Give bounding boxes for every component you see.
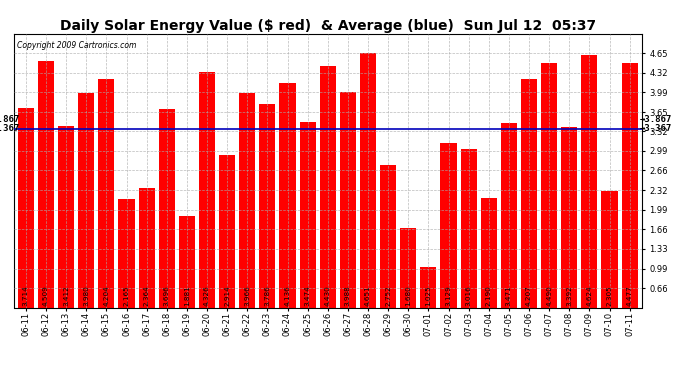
Bar (622, 63, 638, 308)
Bar (440, 143, 457, 308)
Text: 3.786: 3.786 (264, 286, 270, 306)
Bar (360, 53, 376, 307)
Text: →3.867: →3.867 (0, 115, 20, 124)
Bar (139, 188, 155, 308)
Text: 3.696: 3.696 (164, 286, 170, 306)
Bar (259, 104, 275, 308)
Text: 1.680: 1.680 (405, 286, 411, 306)
Bar (602, 191, 618, 308)
Bar (119, 200, 135, 308)
Bar (239, 93, 255, 308)
Bar (199, 72, 215, 308)
Text: 3.966: 3.966 (244, 286, 250, 306)
Bar (461, 149, 477, 308)
Title: Daily Solar Energy Value ($ red)  & Average (blue)  Sun Jul 12  05:37: Daily Solar Energy Value ($ red) & Avera… (60, 19, 595, 33)
Text: 3.988: 3.988 (345, 286, 351, 306)
Bar (38, 62, 54, 308)
Text: →3.367: →3.367 (640, 124, 672, 133)
Text: 4.136: 4.136 (284, 286, 290, 306)
Text: 2.914: 2.914 (224, 286, 230, 306)
Text: 4.624: 4.624 (586, 286, 593, 306)
Text: 2.305: 2.305 (607, 286, 613, 306)
Bar (78, 93, 95, 308)
Text: 2.165: 2.165 (124, 286, 130, 306)
Bar (501, 123, 517, 308)
Text: 2.190: 2.190 (486, 286, 492, 306)
Text: →3.867: →3.867 (640, 115, 672, 124)
Text: 3.474: 3.474 (304, 286, 310, 306)
Bar (581, 55, 598, 308)
Text: 3.412: 3.412 (63, 286, 69, 306)
Text: 4.509: 4.509 (43, 286, 49, 306)
Text: 4.490: 4.490 (546, 286, 552, 306)
Text: 4.430: 4.430 (325, 286, 331, 306)
Text: 4.207: 4.207 (526, 286, 532, 306)
Bar (481, 198, 497, 308)
Bar (541, 63, 558, 308)
Bar (179, 216, 195, 308)
Text: 4.477: 4.477 (627, 286, 633, 306)
Text: 4.204: 4.204 (104, 286, 110, 306)
Text: 3.392: 3.392 (566, 286, 572, 306)
Bar (339, 92, 356, 308)
Bar (219, 155, 235, 308)
Text: →3.367: →3.367 (0, 124, 20, 133)
Text: 2.364: 2.364 (144, 286, 150, 306)
Text: Copyright 2009 Cartronics.com: Copyright 2009 Cartronics.com (17, 40, 137, 50)
Text: 1.025: 1.025 (425, 286, 431, 306)
Text: 3.714: 3.714 (23, 286, 29, 306)
Bar (400, 228, 416, 308)
Text: 1.881: 1.881 (184, 286, 190, 306)
Text: 3.016: 3.016 (466, 286, 472, 306)
Bar (58, 126, 75, 308)
Bar (380, 165, 396, 308)
Text: 4.326: 4.326 (204, 286, 210, 306)
Bar (299, 122, 316, 308)
Bar (420, 267, 437, 308)
Bar (159, 110, 175, 308)
Text: 4.651: 4.651 (365, 286, 371, 306)
Text: 3.471: 3.471 (506, 286, 512, 306)
Text: 3.129: 3.129 (446, 286, 451, 306)
Bar (279, 83, 295, 308)
Bar (99, 80, 115, 308)
Text: 2.752: 2.752 (385, 286, 391, 306)
Text: 3.980: 3.980 (83, 286, 89, 306)
Bar (521, 79, 537, 308)
Bar (319, 66, 336, 308)
Bar (561, 127, 578, 308)
Bar (18, 108, 34, 307)
